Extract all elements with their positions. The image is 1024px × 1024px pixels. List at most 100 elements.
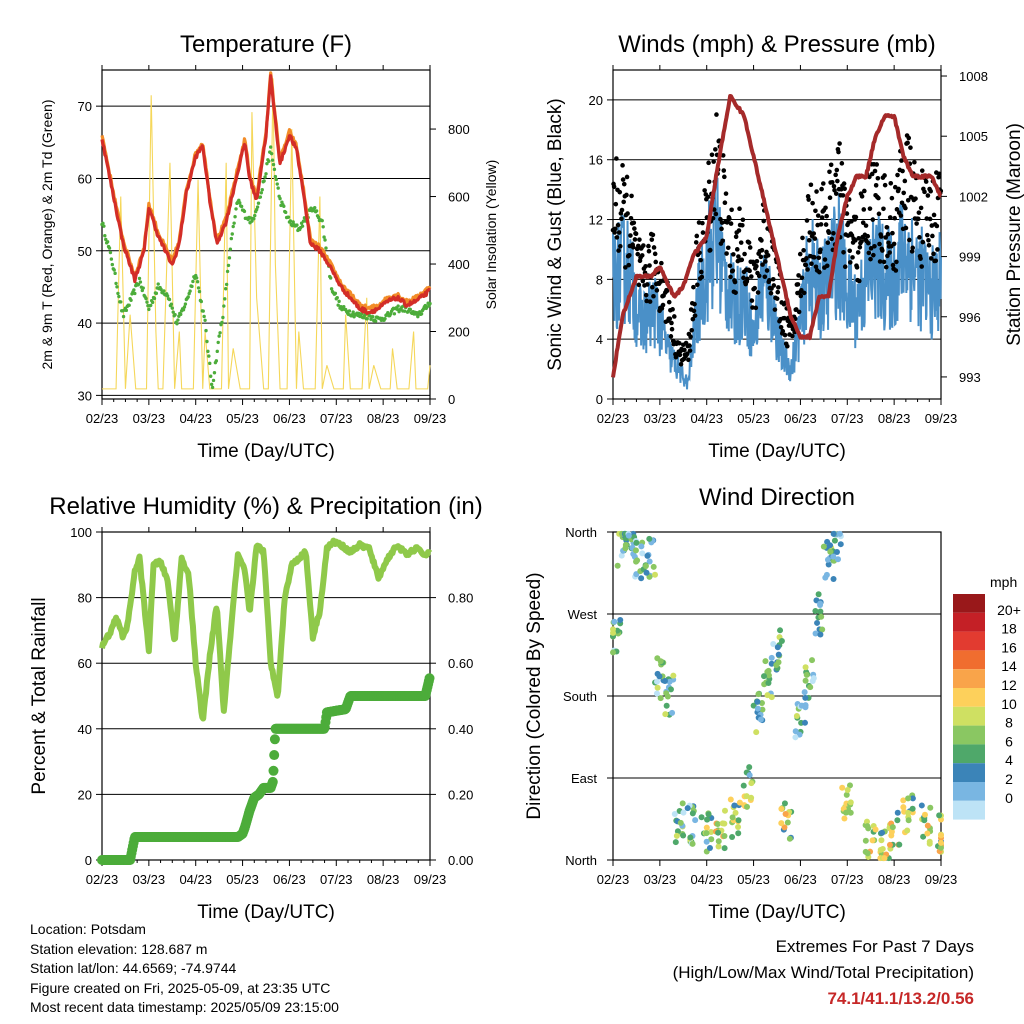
gust-point	[823, 222, 829, 227]
colorbar-label: 4	[1005, 752, 1013, 768]
direction-point	[927, 804, 934, 811]
dewpoint-point	[165, 294, 170, 298]
gust-point	[923, 179, 929, 184]
x-axis-label: Time (Day/UTC)	[197, 902, 335, 923]
direction-point	[878, 837, 885, 844]
gust-point	[856, 235, 862, 241]
dewpoint-point	[226, 263, 231, 268]
dewpoint-point	[232, 221, 236, 225]
gust-point	[687, 348, 693, 353]
dewpoint-point	[170, 306, 174, 310]
gust-point	[853, 238, 858, 243]
direction-point	[719, 820, 726, 827]
x-tick-label: 06/23	[273, 872, 306, 887]
gust-point	[746, 240, 752, 245]
dewpoint-point	[138, 280, 143, 284]
y2-tick-label: 999	[959, 250, 981, 265]
gust-point	[876, 195, 881, 201]
dewpoint-point	[145, 300, 149, 304]
x-tick-label: 04/23	[179, 872, 212, 887]
dewpoint-point	[228, 247, 233, 251]
colorbar-label: 6	[1005, 733, 1013, 749]
dewpoint-point	[133, 291, 137, 296]
direction-point	[837, 541, 844, 548]
direction-point	[889, 824, 896, 831]
direction-point	[656, 673, 663, 680]
gust-point	[865, 233, 871, 239]
gust-point	[643, 263, 648, 269]
gust-point	[742, 251, 747, 257]
gust-point	[732, 279, 738, 285]
direction-point	[611, 618, 618, 625]
gust-point	[842, 264, 848, 270]
direction-point	[663, 690, 670, 697]
gust-point	[682, 347, 687, 353]
direction-point	[618, 552, 625, 559]
y-tick-label: 80	[78, 591, 92, 606]
direction-point	[744, 803, 751, 810]
dewpoint-point	[121, 314, 126, 319]
direction-point	[735, 824, 742, 831]
y2-tick-label: 1005	[959, 129, 988, 144]
y-tick-label: 60	[78, 656, 92, 671]
gust-point	[659, 260, 664, 266]
dewpoint-point	[328, 276, 333, 280]
gust-point	[826, 230, 832, 236]
gust-point	[919, 168, 925, 173]
direction-point	[814, 619, 821, 626]
gust-point	[804, 256, 809, 261]
gust-point	[677, 352, 683, 358]
x-tick-label: 03/23	[644, 411, 677, 426]
gust-point	[668, 334, 674, 339]
gust-point	[686, 357, 691, 363]
gust-point	[900, 168, 905, 174]
gust-point	[762, 274, 768, 280]
gust-point	[698, 269, 704, 275]
dewpoint-point	[419, 312, 424, 316]
direction-point	[653, 678, 660, 685]
y-tick-label: 16	[589, 153, 603, 168]
colorbar-swatch	[953, 688, 985, 707]
gust-point	[714, 112, 719, 117]
direction-point	[740, 782, 747, 789]
gust-point	[883, 264, 889, 270]
gust-point	[847, 248, 853, 254]
gust-point	[881, 259, 887, 265]
gust-point	[772, 307, 778, 312]
gust-point	[828, 162, 834, 168]
dewpoint-point	[300, 224, 305, 228]
gust-point	[687, 343, 692, 348]
y-tick-label: North	[565, 525, 597, 540]
gust-point	[741, 275, 746, 281]
dewpoint-point	[115, 285, 119, 289]
direction-point	[818, 613, 825, 620]
gust-point	[888, 180, 894, 186]
direction-point	[774, 644, 781, 651]
dewpoint-point	[280, 200, 284, 204]
gust-point	[810, 200, 815, 206]
wind-direction-panel: 02/23 03/23 04/23 05/23 06/23 07/23 08/23 09/23…	[524, 484, 957, 923]
y2-tick-label: 996	[959, 310, 981, 325]
gust-point	[907, 237, 912, 243]
gust-point	[617, 189, 623, 195]
dewpoint-point	[152, 296, 157, 301]
direction-point	[617, 616, 624, 623]
dewpoint-point	[212, 371, 217, 375]
direction-point	[909, 795, 916, 802]
dewpoint-point	[104, 237, 108, 242]
dewpoint-point	[428, 301, 432, 306]
y-tick-label: West	[568, 607, 598, 622]
gust-point	[727, 216, 732, 222]
gust-point	[925, 193, 931, 198]
gust-point	[811, 231, 817, 236]
gust-point	[850, 255, 855, 260]
precip-point	[268, 765, 279, 776]
direction-point	[825, 561, 832, 568]
speed-colorbar: mph 20+ 18 16 14 12 10 8 6 4 2 0	[953, 574, 1021, 820]
dewpoint-point	[137, 276, 142, 281]
dewpoint-point	[217, 334, 221, 338]
gust-point	[631, 220, 637, 226]
dewpoint-point	[323, 238, 327, 242]
gust-point	[738, 240, 744, 245]
direction-point	[775, 659, 782, 666]
